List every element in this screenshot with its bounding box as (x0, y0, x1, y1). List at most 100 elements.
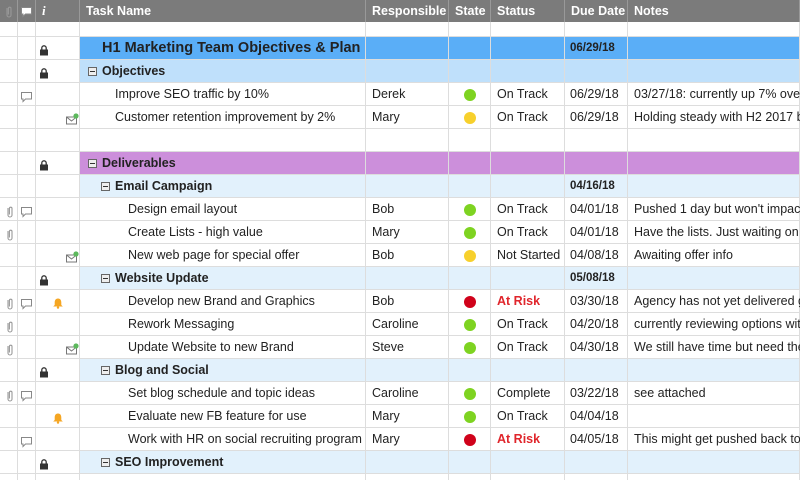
cell (0, 359, 18, 382)
due-date: 05/08/18 (570, 272, 615, 284)
collapse-toggle[interactable] (101, 181, 110, 191)
cell (628, 359, 800, 382)
collapse-toggle[interactable] (88, 158, 97, 168)
task-name: Customer retention improvement by 2% (115, 110, 336, 124)
state-dot (464, 318, 476, 331)
cell (366, 382, 449, 405)
cell (366, 336, 449, 359)
notes: see attached (634, 386, 706, 400)
cell (565, 313, 628, 336)
cell (565, 451, 628, 474)
icon-comment-glyph (21, 206, 32, 218)
cell (366, 37, 449, 60)
task-name: Objectives (102, 64, 166, 78)
icon-lock-glyph (40, 366, 48, 377)
task-name: Evaluate new FB feature for use (128, 409, 307, 423)
notes: This might get pushed back to Q (634, 432, 800, 446)
cell (36, 22, 80, 37)
cell (0, 405, 18, 428)
cell (565, 382, 628, 405)
header-info-icon: i (42, 0, 46, 22)
column-header[interactable]: Task Name (80, 0, 366, 22)
cell (80, 428, 366, 451)
cell (565, 152, 628, 175)
responsible: Mary (372, 225, 400, 239)
cell (18, 129, 36, 152)
task-name: Develop new Brand and Graphics (128, 294, 315, 308)
icon-comment (20, 205, 33, 218)
collapse-toggle[interactable] (88, 66, 97, 76)
icon-attach-glyph (7, 321, 13, 333)
cell (565, 474, 628, 480)
cell (491, 244, 565, 267)
due-date: 04/01/18 (570, 202, 619, 216)
cell (18, 221, 36, 244)
cell (36, 313, 80, 336)
cell (366, 152, 449, 175)
column-header[interactable]: Responsible (366, 0, 449, 22)
responsible: Mary (372, 409, 400, 423)
cell (565, 37, 628, 60)
cell (366, 106, 449, 129)
column-header[interactable]: State (449, 0, 491, 22)
cell (18, 267, 36, 290)
cell (491, 405, 565, 428)
state-dot (464, 226, 476, 239)
collapse-toggle[interactable] (101, 365, 110, 375)
state-dot (464, 88, 476, 101)
collapse-toggle[interactable] (101, 273, 110, 283)
status: On Track (497, 409, 548, 423)
cell (80, 198, 366, 221)
icon-attach-glyph (7, 344, 13, 356)
cell (80, 152, 366, 175)
cell (628, 37, 800, 60)
status: Not Started (497, 248, 561, 262)
icon-comment (20, 90, 33, 103)
cell (18, 37, 36, 60)
cell (80, 244, 366, 267)
task-name: Email Campaign (115, 179, 213, 193)
column-header[interactable]: Due Date (565, 0, 628, 22)
task-name: H1 Marketing Team Objectives & Plan (102, 40, 361, 56)
cell (0, 106, 18, 129)
cell (491, 336, 565, 359)
icon-attach (4, 389, 17, 402)
cell (491, 428, 565, 451)
icon-attach-glyph (7, 206, 13, 218)
icon-attach (4, 320, 17, 333)
status: On Track (497, 340, 548, 354)
column-header[interactable]: Status (491, 0, 565, 22)
icon-comment-glyph (21, 298, 32, 310)
cell (449, 60, 491, 83)
collapse-toggle[interactable] (101, 457, 110, 467)
cell (36, 382, 80, 405)
cell (80, 37, 366, 60)
cell (18, 60, 36, 83)
icon-comment (20, 435, 33, 448)
task-name: Work with HR on social recruiting progra… (128, 432, 362, 446)
state-dot (464, 387, 476, 400)
task-name: Website Update (115, 271, 209, 285)
collapse-minus (90, 162, 95, 164)
cell (366, 22, 449, 37)
notes: Pushed 1 day but won't impact s (634, 202, 800, 216)
icon-attach-glyph (7, 390, 13, 402)
cell (491, 290, 565, 313)
cell (18, 405, 36, 428)
cell (449, 451, 491, 474)
cell (36, 83, 80, 106)
cell (366, 428, 449, 451)
cell (449, 129, 491, 152)
cell (565, 221, 628, 244)
cell (0, 60, 18, 83)
cell (565, 290, 628, 313)
cell (565, 60, 628, 83)
cell (366, 129, 449, 152)
collapse-minus (103, 369, 108, 371)
status: On Track (497, 87, 548, 101)
cell (491, 83, 565, 106)
cell (565, 129, 628, 152)
status: At Risk (497, 294, 541, 308)
column-header[interactable]: Notes (628, 0, 800, 22)
cell (449, 175, 491, 198)
